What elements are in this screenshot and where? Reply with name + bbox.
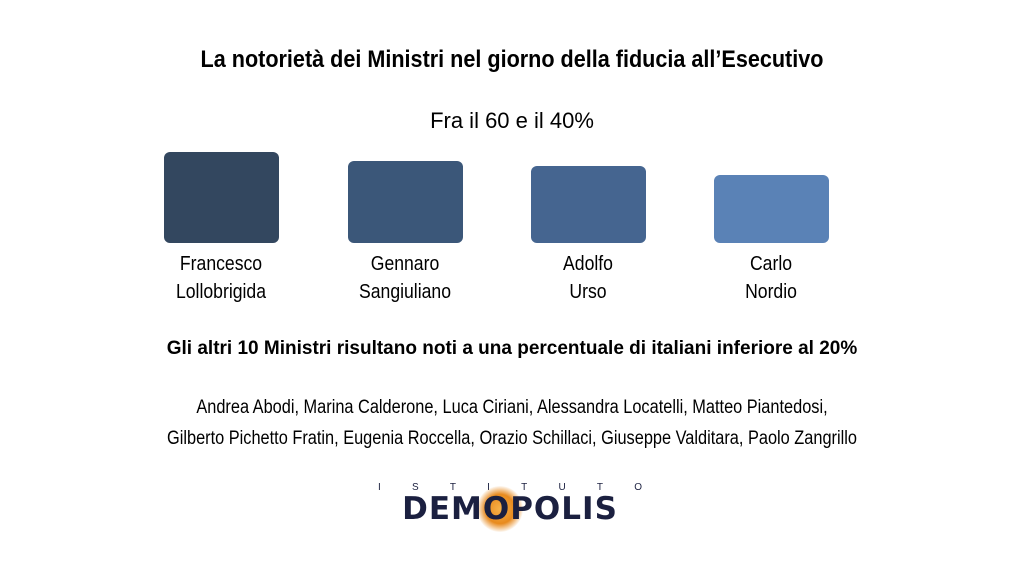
bar-label-line: Gennaro	[370, 253, 440, 275]
logo-letter: U	[558, 482, 566, 493]
bar-label-line: Carlo	[749, 253, 793, 275]
logo-letter: O	[634, 482, 642, 493]
bar-2	[347, 161, 463, 243]
other-ministers-note: Gli altri 10 Ministri risultano noti a u…	[166, 338, 858, 359]
chart-subtitle: Fra il 60 e il 40%	[430, 108, 594, 133]
bar-label-4: Carlo Nordio	[692, 250, 850, 306]
logo-sun-icon	[477, 486, 523, 532]
bar-label-line: Urso	[569, 281, 607, 303]
bar-label-line: Nordio	[745, 281, 797, 303]
logo-letter: I	[487, 482, 490, 493]
bar-label-line: Adolfo	[563, 253, 613, 275]
bar-label-1: Francesco Lollobrigida	[142, 250, 300, 306]
logo-letter: T	[596, 482, 604, 493]
demopolis-logo: I S T I T U T O DEMOPOLIS	[378, 482, 642, 532]
logo-name: DEMOPOLIS	[402, 491, 618, 527]
logo-letter: T	[449, 482, 456, 493]
logo-letter: T	[521, 482, 528, 493]
bar-label-line: Lollobrigida	[175, 281, 267, 303]
bar-1	[163, 152, 279, 243]
other-ministers-list: Andrea Abodi, Marina Calderone, Luca Cir…	[72, 392, 953, 454]
bar-4	[713, 175, 829, 243]
logo-letter: S	[411, 482, 419, 493]
other-ministers-line: Andrea Abodi, Marina Calderone, Luca Cir…	[196, 397, 828, 418]
bar-label-line: Sangiuliano	[359, 281, 451, 303]
logo-letter: I	[378, 482, 381, 493]
page-title: La notorietà dei Ministri nel giorno del…	[200, 46, 824, 73]
bar-label-line: Francesco	[179, 253, 263, 275]
bar-3	[530, 166, 646, 243]
bar-label-3: Adolfo Urso	[509, 250, 667, 306]
bar-label-2: Gennaro Sangiuliano	[326, 250, 484, 306]
other-ministers-line: Gilberto Pichetto Fratin, Eugenia Roccel…	[167, 428, 857, 449]
